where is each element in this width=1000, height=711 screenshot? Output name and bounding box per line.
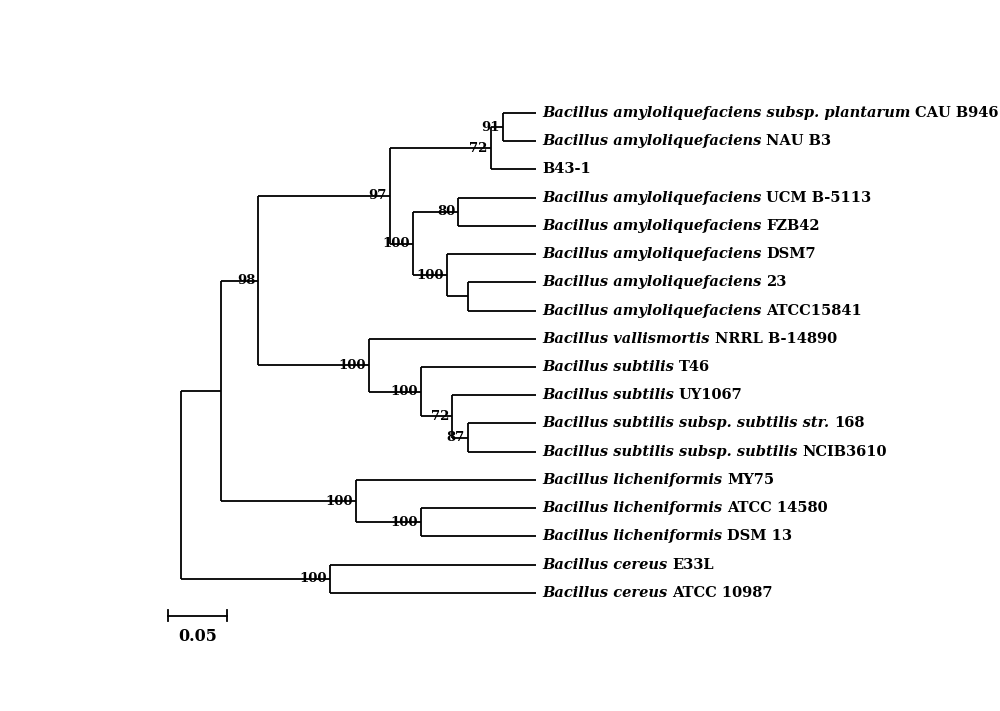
Text: 91: 91	[482, 121, 500, 134]
Text: ATCC15841: ATCC15841	[766, 304, 862, 318]
Text: NRRL B-14890: NRRL B-14890	[715, 332, 837, 346]
Text: Bacillus amyloliquefaciens: Bacillus amyloliquefaciens	[542, 304, 766, 318]
Text: B43-1: B43-1	[542, 163, 591, 176]
Text: Bacillus amyloliquefaciens: Bacillus amyloliquefaciens	[542, 275, 766, 289]
Text: Bacillus cereus: Bacillus cereus	[542, 557, 672, 572]
Text: NCIB3610: NCIB3610	[803, 444, 887, 459]
Text: Bacillus subtilis subsp. subtilis: Bacillus subtilis subsp. subtilis	[542, 444, 803, 459]
Text: 100: 100	[300, 572, 327, 585]
Text: T46: T46	[679, 360, 710, 374]
Text: Bacillus amyloliquefaciens: Bacillus amyloliquefaciens	[542, 247, 766, 261]
Text: 100: 100	[383, 237, 410, 250]
Text: Bacillus amyloliquefaciens: Bacillus amyloliquefaciens	[542, 134, 766, 149]
Text: Bacillus subtilis: Bacillus subtilis	[542, 360, 679, 374]
Text: ATCC 14580: ATCC 14580	[727, 501, 828, 515]
Text: Bacillus licheniformis: Bacillus licheniformis	[542, 501, 727, 515]
Text: Bacillus cereus: Bacillus cereus	[542, 586, 672, 600]
Text: 100: 100	[390, 515, 418, 529]
Text: Bacillus subtilis: Bacillus subtilis	[542, 388, 679, 402]
Text: 72: 72	[431, 410, 449, 423]
Text: 72: 72	[469, 141, 488, 155]
Text: UCM B-5113: UCM B-5113	[766, 191, 872, 205]
Text: 0.05: 0.05	[178, 629, 217, 645]
Text: DSM 13: DSM 13	[727, 529, 792, 543]
Text: 100: 100	[325, 495, 353, 508]
Text: UY1067: UY1067	[679, 388, 743, 402]
Text: Bacillus licheniformis: Bacillus licheniformis	[542, 473, 727, 487]
Text: NAU B3: NAU B3	[766, 134, 831, 149]
Text: CAU B946: CAU B946	[915, 106, 999, 120]
Text: 87: 87	[446, 431, 464, 444]
Text: 97: 97	[369, 189, 387, 203]
Text: 100: 100	[339, 359, 366, 372]
Text: Bacillus licheniformis: Bacillus licheniformis	[542, 529, 727, 543]
Text: Bacillus amyloliquefaciens: Bacillus amyloliquefaciens	[542, 219, 766, 233]
Text: Bacillus amyloliquefaciens subsp. plantarum: Bacillus amyloliquefaciens subsp. planta…	[542, 106, 915, 120]
Text: Bacillus amyloliquefaciens: Bacillus amyloliquefaciens	[542, 191, 766, 205]
Text: 80: 80	[437, 205, 455, 218]
Text: Bacillus subtilis subsp. subtilis str.: Bacillus subtilis subsp. subtilis str.	[542, 417, 834, 430]
Text: 168: 168	[834, 417, 865, 430]
Text: E33L: E33L	[672, 557, 714, 572]
Text: 100: 100	[416, 269, 444, 282]
Text: FZB42: FZB42	[766, 219, 820, 233]
Text: DSM7: DSM7	[766, 247, 816, 261]
Text: 100: 100	[390, 385, 418, 398]
Text: 98: 98	[237, 274, 255, 287]
Text: ATCC 10987: ATCC 10987	[672, 586, 773, 600]
Text: MY75: MY75	[727, 473, 774, 487]
Text: Bacillus vallismortis: Bacillus vallismortis	[542, 332, 715, 346]
Text: 23: 23	[766, 275, 787, 289]
